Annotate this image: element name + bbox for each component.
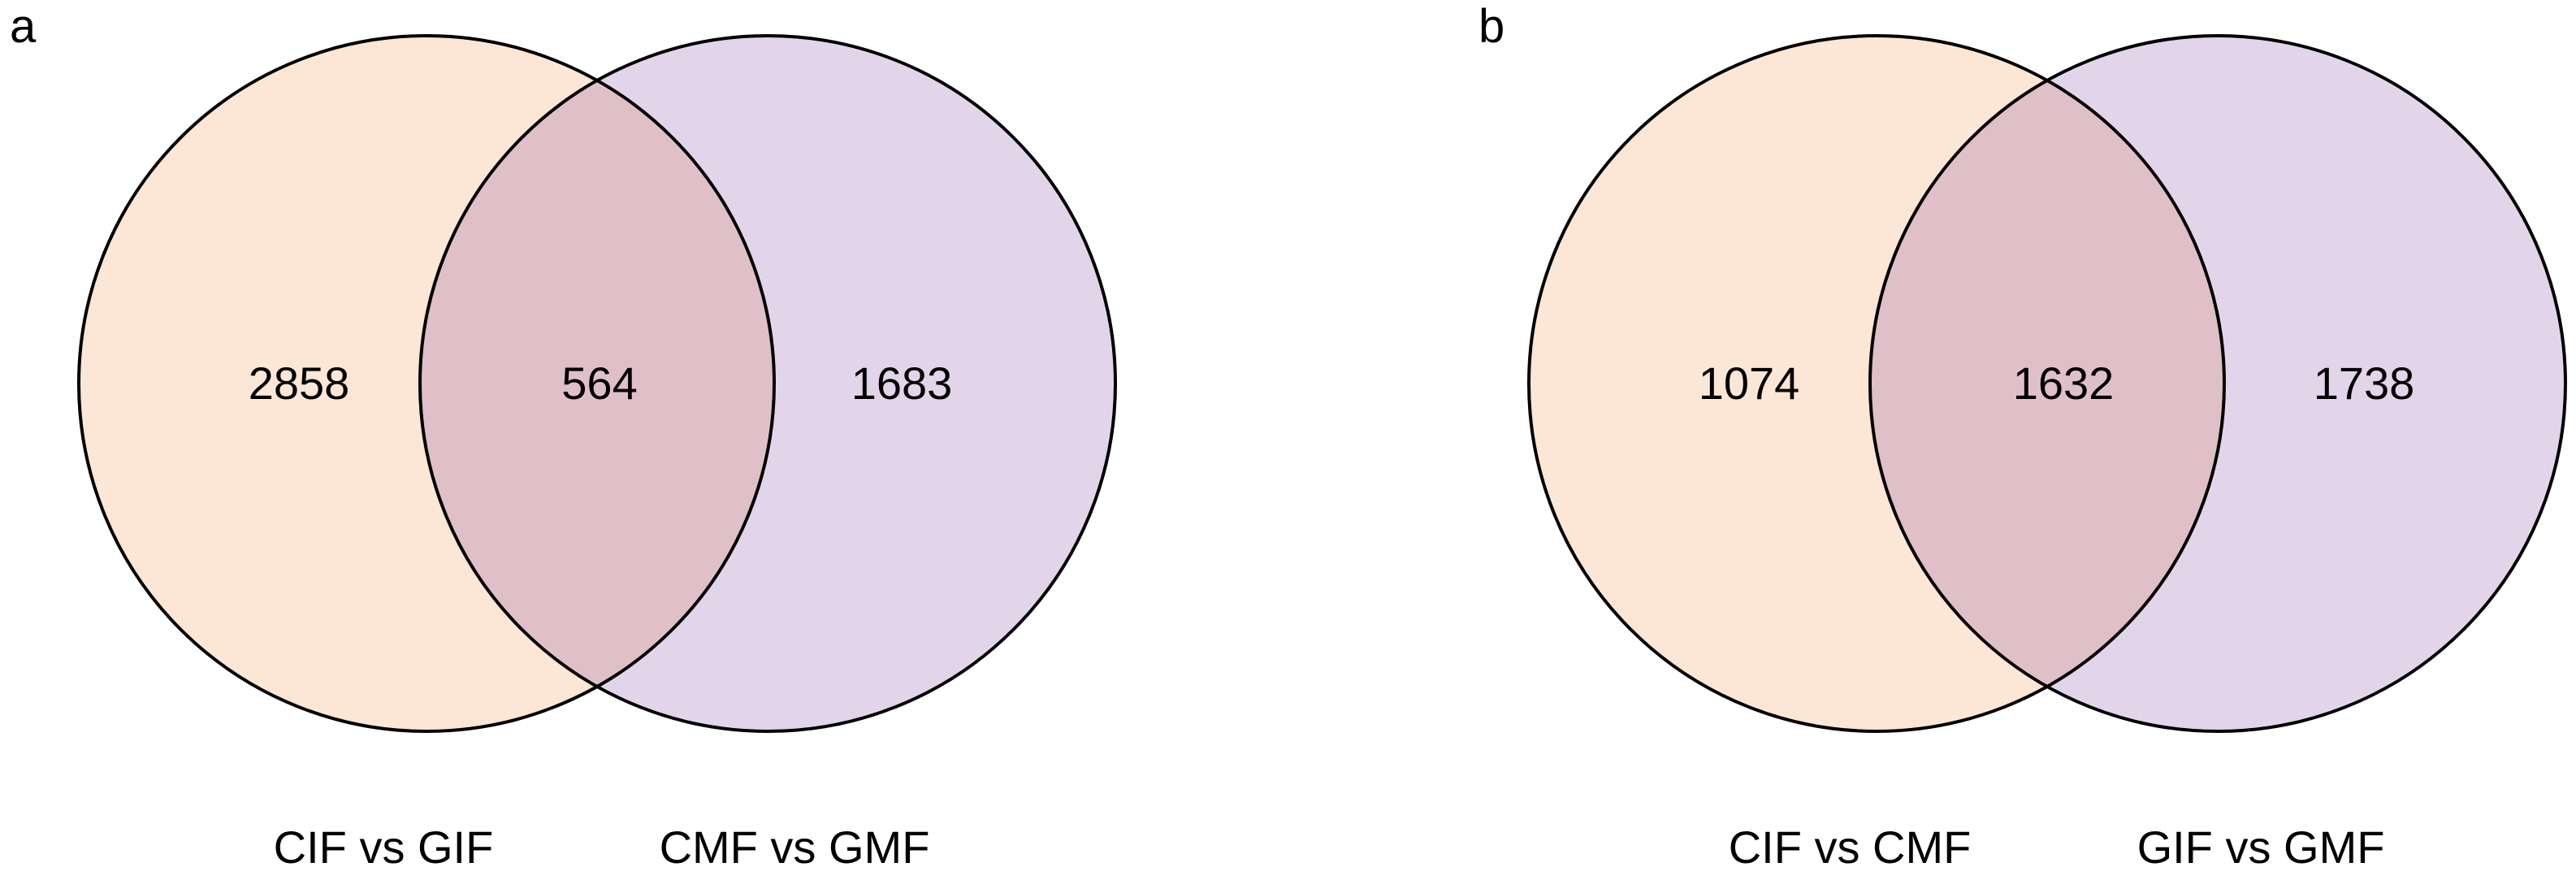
count-right-only-b: 1738 [2314,358,2415,409]
venn-overlap-region-a [420,36,774,731]
count-overlap-b: 1632 [2013,358,2115,409]
panel-letter-a: a [10,0,37,53]
venn-outline-left-a [77,34,776,733]
count-left-only-b: 1074 [1699,358,1800,409]
set-label-right-b: GIF vs GMF [2137,821,2385,873]
count-overlap-a: 564 [561,358,637,409]
set-label-left-a: CIF vs GIF [274,821,494,873]
count-left-only-a: 2858 [249,358,350,409]
count-right-only-a: 1683 [851,358,953,409]
set-label-right-a: CMF vs GMF [660,821,930,873]
venn-panel-a: a 2858 564 1683 CIF vs GIF CMF vs GMF [10,0,1117,873]
set-label-left-b: CIF vs CMF [1729,821,1972,873]
venn-overlap-region-b [1870,36,2224,731]
venn-panel-b: b 1074 1632 1738 CIF vs CMF GIF vs GMF [1478,0,2567,873]
panel-letter-b: b [1478,0,1504,53]
venn-outline-right-a [418,34,1117,733]
venn-outline-left-b [1527,34,2226,733]
venn-outline-right-b [1868,34,2567,733]
